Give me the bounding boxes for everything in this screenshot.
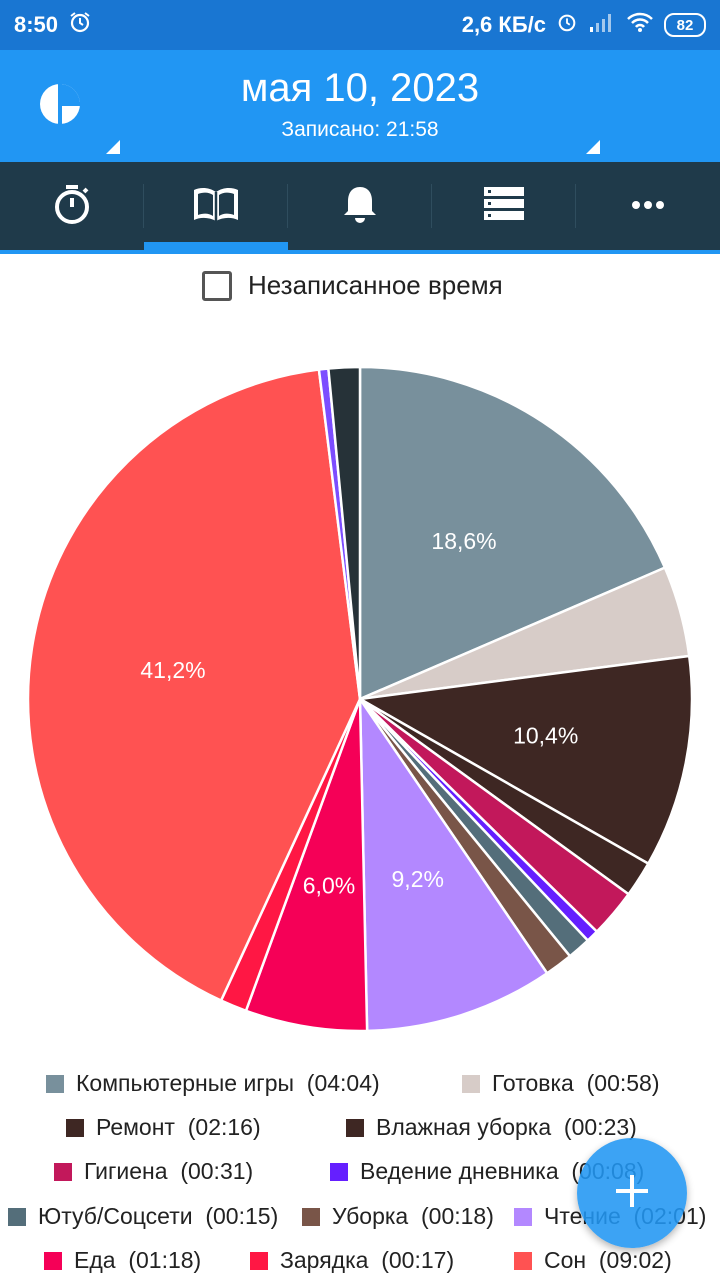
legend-item: Еда (01:18) bbox=[44, 1247, 201, 1274]
header-date[interactable]: мая 10, 2023 bbox=[240, 66, 480, 110]
legend-swatch bbox=[46, 1074, 64, 1093]
slice-percent-label: 18,6% bbox=[431, 528, 496, 554]
recorded-time: Записано: 21:58 bbox=[281, 118, 439, 141]
signal-icon bbox=[588, 11, 616, 39]
legend-swatch bbox=[8, 1207, 26, 1226]
pie-slice[interactable] bbox=[358, 365, 667, 701]
legend-item: Сон (09:02) bbox=[514, 1247, 672, 1274]
app-logo-icon[interactable] bbox=[38, 82, 82, 126]
tab-journal[interactable] bbox=[144, 162, 288, 250]
tab-bar bbox=[0, 162, 720, 250]
legend-swatch bbox=[514, 1207, 532, 1226]
wifi-icon bbox=[626, 11, 654, 39]
tab-more[interactable] bbox=[576, 162, 720, 250]
legend-label: Сон (09:02) bbox=[544, 1247, 672, 1273]
pie-slice[interactable] bbox=[358, 694, 549, 1033]
pie-chart: 18,6% 10,4% 9,2% 6,0% 41,2% bbox=[26, 365, 694, 1033]
legend-swatch bbox=[44, 1251, 62, 1270]
alarm-icon bbox=[68, 10, 92, 40]
pie-slice[interactable] bbox=[26, 368, 362, 1003]
slice-percent-label: 10,4% bbox=[513, 723, 578, 749]
slice-percent-label: 9,2% bbox=[392, 866, 444, 892]
plus-icon bbox=[616, 1174, 648, 1212]
legend-label: Компьютерные игры (04:04) bbox=[76, 1070, 380, 1096]
legend-label: Еда (01:18) bbox=[74, 1247, 202, 1273]
legend-swatch bbox=[66, 1118, 84, 1137]
battery-icon: 82 bbox=[664, 13, 706, 37]
legend-label: Гигиена (00:31) bbox=[84, 1158, 254, 1184]
net-speed: 2,6 КБ/с bbox=[461, 12, 546, 37]
tab-reminders[interactable] bbox=[288, 162, 432, 250]
pie-slice[interactable] bbox=[244, 698, 369, 1033]
legend-item: Ютуб/Соцсети (00:15) bbox=[8, 1203, 278, 1230]
legend-swatch bbox=[302, 1207, 320, 1226]
slice-percent-label: 41,2% bbox=[140, 657, 205, 683]
legend-item: Ремонт (02:16) bbox=[66, 1114, 261, 1141]
tab-timer[interactable] bbox=[0, 162, 144, 250]
stopwatch-icon bbox=[52, 183, 92, 230]
status-time: 8:50 bbox=[14, 12, 59, 37]
slice-percent-label: 6,0% bbox=[303, 873, 355, 899]
book-icon bbox=[192, 186, 240, 227]
legend-item: Зарядка (00:17) bbox=[250, 1247, 454, 1274]
legend-item: Гигиена (00:31) bbox=[54, 1158, 253, 1185]
legend-swatch bbox=[250, 1251, 268, 1270]
legend-item: Влажная уборка (00:23) bbox=[346, 1114, 637, 1141]
status-bar: 8:50 2,6 КБ/с 82 bbox=[0, 0, 720, 50]
unrecorded-label: Незаписанное время bbox=[248, 270, 503, 300]
alarm-icon bbox=[556, 11, 578, 39]
legend-item: Готовка (00:58) bbox=[462, 1070, 660, 1097]
legend-label: Уборка (00:18) bbox=[332, 1203, 494, 1229]
legend-item: Компьютерные игры (04:04) bbox=[46, 1070, 380, 1097]
legend-swatch bbox=[514, 1251, 532, 1270]
bell-icon bbox=[342, 184, 378, 229]
more-icon bbox=[631, 197, 665, 215]
dropdown-corner-icon[interactable] bbox=[586, 140, 600, 154]
legend-label: Ютуб/Соцсети (00:15) bbox=[38, 1203, 279, 1229]
add-button[interactable] bbox=[577, 1138, 687, 1248]
legend-item: Уборка (00:18) bbox=[302, 1203, 494, 1230]
legend-label: Ремонт (02:16) bbox=[96, 1114, 261, 1140]
pie-slice[interactable] bbox=[356, 654, 694, 866]
legend-swatch bbox=[462, 1074, 480, 1093]
pie-slice[interactable] bbox=[327, 365, 362, 700]
battery-level: 82 bbox=[676, 16, 694, 34]
unrecorded-checkbox[interactable] bbox=[202, 270, 232, 301]
legend-label: Зарядка (00:17) bbox=[280, 1247, 455, 1273]
legend-label: Влажная уборка (00:23) bbox=[376, 1114, 637, 1140]
app-header: мая 10, 2023 Записано: 21:58 bbox=[0, 50, 720, 162]
legend-swatch bbox=[330, 1162, 348, 1181]
unrecorded-toggle[interactable]: Незаписанное время bbox=[202, 270, 503, 301]
dropdown-corner-icon[interactable] bbox=[106, 140, 120, 154]
legend-swatch bbox=[346, 1118, 364, 1137]
tab-underline bbox=[0, 250, 720, 254]
legend-swatch bbox=[54, 1162, 72, 1181]
legend-label: Готовка (00:58) bbox=[492, 1070, 660, 1096]
tab-list[interactable] bbox=[432, 162, 576, 250]
list-icon bbox=[483, 186, 525, 227]
